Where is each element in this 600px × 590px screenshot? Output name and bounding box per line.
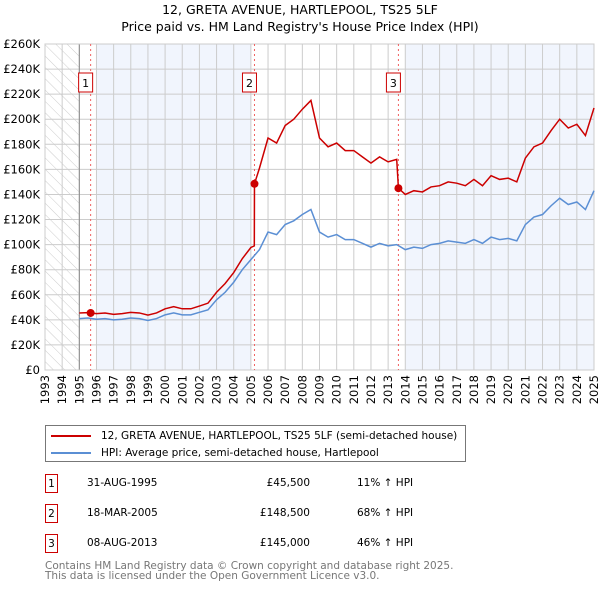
x-tick-label: 2021: [518, 375, 532, 404]
legend: 12, GRETA AVENUE, HARTLEPOOL, TS25 5LF (…: [45, 425, 466, 462]
transaction-price: £148,500: [259, 507, 310, 519]
shaded-period: [96, 44, 251, 370]
y-tick-label: £240K: [3, 62, 40, 76]
x-tick-label: 2020: [501, 375, 515, 404]
footer-licence: This data is licensed under the Open Gov…: [45, 570, 380, 582]
footer-copyright: Contains HM Land Registry data © Crown c…: [45, 560, 454, 572]
transaction-hpi-diff: 68% ↑ HPI: [357, 507, 414, 519]
x-tick-label: 2023: [553, 375, 567, 404]
x-tick-label: 2017: [450, 375, 464, 404]
shaded-period: [405, 44, 594, 370]
y-tick-label: £100K: [3, 238, 40, 252]
y-tick-label: £120K: [3, 213, 40, 227]
x-tick-label: 2016: [433, 375, 447, 404]
transaction-number: 2: [45, 504, 58, 523]
series-line: [79, 98, 595, 316]
y-tick-label: £140K: [3, 187, 40, 201]
x-tick-label: 2009: [313, 375, 327, 404]
transaction-price: £145,000: [259, 537, 310, 549]
chart-title: 12, GRETA AVENUE, HARTLEPOOL, TS25 5LF: [162, 2, 438, 17]
x-tick-label: 2022: [536, 375, 550, 404]
y-tick-label: £260K: [3, 37, 40, 51]
transaction-number: 1: [45, 474, 58, 493]
sale-point: [394, 184, 403, 193]
sale-label: 2: [246, 77, 253, 90]
x-tick-label: 2003: [210, 375, 224, 404]
sale-label: 3: [390, 77, 397, 90]
legend-swatch-hpi: [51, 452, 91, 454]
x-tick-label: 2008: [295, 375, 309, 404]
x-tick-label: 1995: [72, 375, 86, 404]
plot-frame: [44, 43, 595, 371]
x-tick-label: 2002: [192, 375, 206, 404]
x-tick-label: 2013: [381, 375, 395, 404]
transaction-number: 3: [45, 534, 58, 553]
x-tick-label: 2012: [364, 375, 378, 404]
legend-item-hpi: HPI: Average price, semi-detached house,…: [51, 445, 379, 461]
sale-label: 1: [82, 77, 89, 90]
x-tick-label: 2001: [175, 375, 189, 404]
sale-point: [86, 308, 95, 317]
x-tick-label: 1993: [38, 375, 52, 404]
legend-swatch-property: [51, 435, 91, 437]
y-tick-label: £0: [25, 363, 40, 377]
legend-item-property: 12, GRETA AVENUE, HARTLEPOOL, TS25 5LF (…: [51, 428, 457, 444]
sale-label-box: [78, 72, 94, 93]
sale-label-box: [241, 72, 257, 93]
x-tick-label: 2010: [330, 375, 344, 404]
series-line: [79, 190, 595, 322]
x-tick-label: 2019: [484, 375, 498, 404]
x-tick-label: 2014: [398, 375, 412, 404]
x-tick-label: 2011: [347, 375, 361, 404]
y-tick-label: £200K: [3, 112, 40, 126]
x-tick-label: 2015: [415, 375, 429, 404]
legend-label-hpi: HPI: Average price, semi-detached house,…: [101, 447, 379, 459]
x-tick-label: 2007: [278, 375, 292, 404]
transaction-price: £45,500: [266, 477, 310, 489]
y-tick-label: £180K: [3, 137, 40, 151]
x-tick-label: 2000: [158, 375, 172, 404]
legend-label-property: 12, GRETA AVENUE, HARTLEPOOL, TS25 5LF (…: [101, 430, 458, 442]
transaction-hpi-diff: 11% ↑ HPI: [357, 477, 414, 489]
transaction-hpi-diff: 46% ↑ HPI: [357, 537, 414, 549]
y-tick-label: £160K: [3, 162, 40, 176]
x-tick-label: 2006: [261, 375, 275, 404]
chart-subtitle: Price paid vs. HM Land Registry's House …: [121, 19, 479, 34]
x-tick-label: 2004: [227, 375, 241, 404]
x-tick-label: 2018: [467, 375, 481, 404]
y-tick-label: £220K: [3, 87, 40, 101]
x-tick-label: 1997: [107, 375, 121, 404]
y-tick-label: £40K: [11, 313, 41, 327]
x-tick-label: 1998: [124, 375, 138, 404]
x-tick-label: 1999: [141, 375, 155, 404]
sale-label-box: [385, 72, 401, 93]
sale-point: [250, 179, 259, 188]
y-tick-label: £20K: [11, 338, 41, 352]
price-chart: £0 £20K £40K £60K £80K £100K £120K £140K £160K £1…: [3, 37, 600, 404]
transaction-date: 08-AUG-2013: [87, 537, 158, 549]
x-tick-label: 1996: [89, 375, 103, 404]
transaction-date: 18-MAR-2005: [87, 507, 158, 519]
x-tick-label: 1994: [55, 375, 69, 404]
y-tick-label: £80K: [11, 263, 41, 277]
x-tick-label: 2025: [587, 375, 600, 404]
x-tick-label: 2024: [570, 375, 584, 404]
x-tick-label: 2005: [244, 375, 258, 404]
transaction-date: 31-AUG-1995: [87, 477, 158, 489]
y-tick-label: £60K: [11, 288, 41, 302]
